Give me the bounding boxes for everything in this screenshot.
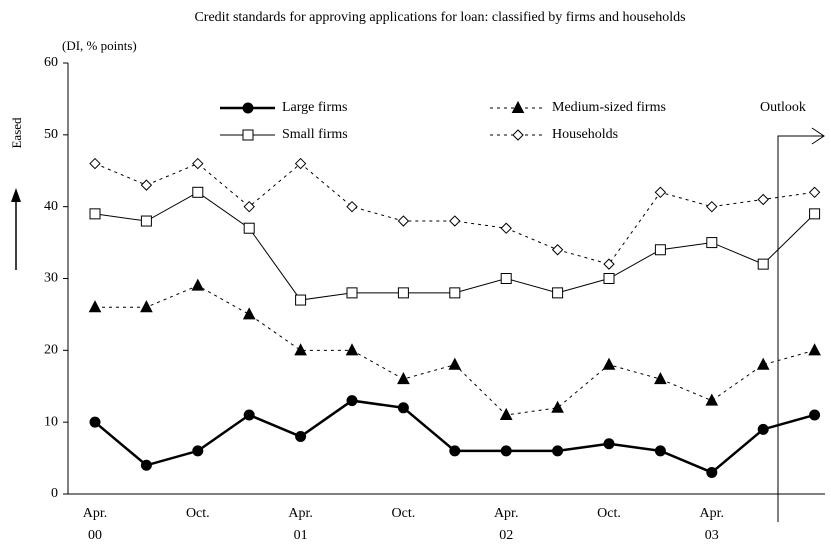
outlook-arrowhead bbox=[811, 127, 825, 145]
legend-marker bbox=[511, 100, 525, 113]
point bbox=[294, 343, 307, 356]
point bbox=[345, 343, 359, 356]
x-tick-label: Apr. 00 bbox=[83, 506, 108, 543]
point bbox=[757, 423, 769, 435]
legend-marker bbox=[242, 102, 254, 114]
y-tick-label: 60 bbox=[44, 55, 58, 70]
point bbox=[552, 445, 564, 457]
point bbox=[397, 215, 410, 227]
point bbox=[500, 273, 512, 284]
x-tick-label: Oct. bbox=[597, 506, 621, 521]
point bbox=[448, 357, 462, 370]
y-unit-label: (DI, % points) bbox=[62, 38, 137, 53]
point bbox=[705, 393, 719, 406]
point bbox=[449, 445, 461, 457]
y-tick-label: 20 bbox=[44, 343, 58, 358]
point bbox=[89, 416, 101, 428]
point bbox=[88, 300, 102, 313]
point bbox=[757, 193, 769, 206]
point bbox=[449, 287, 461, 299]
point bbox=[397, 371, 410, 385]
y-tick-label: 0 bbox=[51, 486, 58, 501]
legend-marker bbox=[242, 129, 254, 141]
point bbox=[552, 287, 564, 299]
outlook-arrow bbox=[777, 135, 824, 522]
point bbox=[191, 278, 205, 291]
point bbox=[757, 258, 769, 270]
x-tick-label: Apr. 01 bbox=[288, 506, 313, 543]
outlook-label: Outlook bbox=[760, 100, 806, 115]
point bbox=[346, 287, 358, 299]
legend-label: Households bbox=[552, 127, 618, 142]
point bbox=[295, 431, 307, 443]
point bbox=[809, 208, 821, 220]
y-tick-label: 30 bbox=[44, 271, 58, 286]
point bbox=[192, 445, 204, 457]
point bbox=[89, 157, 101, 170]
point bbox=[140, 300, 153, 313]
series-line bbox=[94, 399, 815, 474]
legend-label: Large firms bbox=[282, 100, 347, 115]
point bbox=[243, 200, 255, 213]
point bbox=[397, 287, 409, 299]
legend-label: Medium-sized firms bbox=[552, 100, 666, 115]
point bbox=[654, 445, 666, 457]
point bbox=[500, 222, 512, 234]
point bbox=[706, 237, 718, 249]
point bbox=[346, 395, 358, 407]
point bbox=[654, 244, 666, 256]
point bbox=[500, 445, 512, 457]
point bbox=[603, 438, 615, 450]
point bbox=[603, 258, 615, 270]
point bbox=[140, 215, 152, 227]
point bbox=[449, 215, 461, 227]
point bbox=[603, 273, 615, 284]
point bbox=[809, 409, 821, 421]
legend-marker bbox=[512, 129, 524, 141]
point bbox=[808, 343, 821, 356]
point bbox=[140, 179, 153, 191]
point bbox=[89, 208, 101, 220]
point bbox=[295, 294, 307, 306]
eased-label: Eased bbox=[9, 117, 24, 149]
point bbox=[654, 371, 667, 385]
point bbox=[499, 407, 513, 420]
point bbox=[346, 200, 358, 213]
point bbox=[242, 307, 256, 320]
series-line bbox=[94, 162, 815, 265]
point bbox=[551, 400, 564, 413]
point bbox=[706, 200, 718, 213]
point bbox=[140, 459, 152, 471]
point bbox=[397, 402, 409, 414]
point bbox=[756, 357, 770, 370]
series-line bbox=[95, 285, 815, 416]
x-tick-label: Apr. 03 bbox=[700, 506, 725, 543]
y-tick-label: 40 bbox=[44, 199, 58, 214]
point bbox=[602, 357, 616, 370]
x-tick-label: Oct. bbox=[186, 506, 210, 521]
point bbox=[294, 157, 307, 170]
chart-title: Credit standards for approving applicati… bbox=[194, 10, 685, 25]
legend-label: Small firms bbox=[282, 127, 348, 142]
point bbox=[192, 186, 204, 198]
x-tick-label: Oct. bbox=[392, 506, 416, 521]
point bbox=[551, 244, 564, 256]
eased-arrowhead bbox=[11, 188, 21, 202]
y-tick-label: 50 bbox=[44, 127, 58, 142]
point bbox=[243, 409, 255, 421]
point bbox=[243, 222, 255, 234]
y-tick-label: 10 bbox=[44, 414, 58, 429]
x-tick-label: Apr. 02 bbox=[494, 506, 519, 543]
point bbox=[654, 186, 667, 199]
point bbox=[706, 466, 718, 478]
point bbox=[192, 157, 204, 170]
point bbox=[808, 186, 821, 199]
